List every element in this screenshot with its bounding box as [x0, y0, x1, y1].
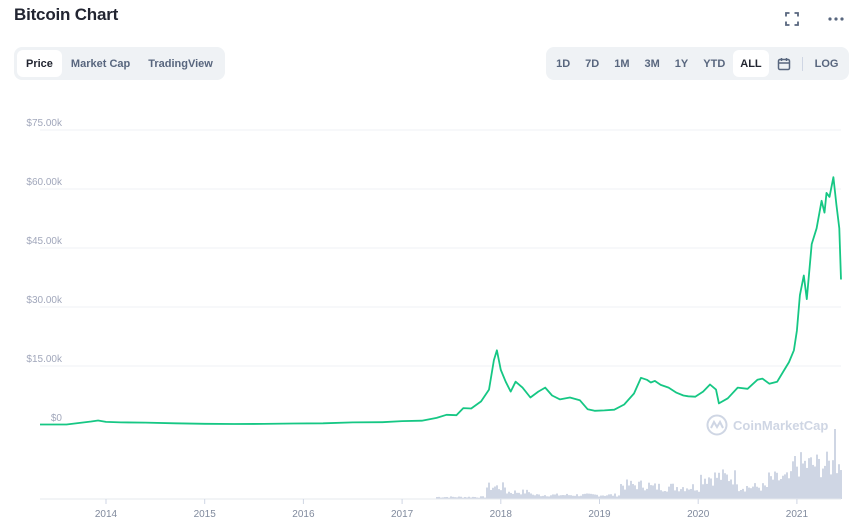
y-tick-label: $30.00k	[26, 295, 63, 306]
log-toggle[interactable]: LOG	[814, 57, 839, 70]
range-7d[interactable]: 7D	[585, 57, 600, 70]
y-tick-label: $75.00k	[26, 118, 63, 129]
x-tick-label: 2018	[490, 509, 513, 520]
x-tick-label: 2015	[194, 509, 217, 520]
divider	[802, 56, 804, 71]
x-axis-labels: 2014 2015 2016 2017 2018 2019 2020 2021	[95, 499, 809, 520]
tab-price[interactable]: Price	[17, 50, 62, 77]
view-tabs: Price Market Cap TradingView	[14, 47, 225, 80]
tab-tradingview[interactable]: TradingView	[148, 57, 213, 70]
tab-market-cap[interactable]: Market Cap	[70, 57, 131, 70]
y-tick-label: $60.00k	[26, 177, 63, 188]
range-tabs: 1D 7D 1M 3M 1Y YTD ALL LOG	[545, 47, 849, 80]
coinmarketcap-watermark: CoinMarketCap	[706, 414, 828, 436]
calendar-button[interactable]	[769, 50, 798, 77]
price-line	[40, 176, 842, 426]
more-icon[interactable]	[827, 10, 845, 28]
range-3m[interactable]: 3M	[644, 57, 660, 70]
grid-lines	[40, 129, 841, 367]
y-tick-label: $0	[51, 413, 63, 424]
range-1m[interactable]: 1M	[614, 57, 630, 70]
range-ytd[interactable]: YTD	[703, 57, 726, 70]
x-tick-label: 2017	[391, 509, 414, 520]
coinmarketcap-logo-icon	[706, 414, 728, 436]
range-all[interactable]: ALL	[732, 50, 770, 77]
y-tick-label: $45.00k	[26, 236, 63, 247]
x-tick-label: 2021	[786, 509, 809, 520]
x-tick-label: 2020	[687, 509, 710, 520]
price-chart[interactable]: $0 $15.00k $30.00k $45.00k $60.00k $75.00k 20…	[0, 95, 863, 532]
fullscreen-icon[interactable]	[783, 10, 801, 28]
volume-bars	[436, 429, 842, 499]
x-tick-label: 2014	[95, 509, 118, 520]
y-axis-labels: $0 $15.00k $30.00k $45.00k $60.00k $75.00k	[26, 118, 63, 424]
page-title: Bitcoin Chart	[14, 5, 119, 24]
top-actions	[783, 10, 845, 28]
y-tick-label: $15.00k	[26, 354, 63, 365]
calendar-icon	[777, 57, 790, 70]
range-1d[interactable]: 1D	[556, 57, 571, 70]
x-tick-label: 2019	[588, 509, 611, 520]
range-1y[interactable]: 1Y	[674, 57, 689, 70]
x-tick-label: 2016	[292, 509, 315, 520]
